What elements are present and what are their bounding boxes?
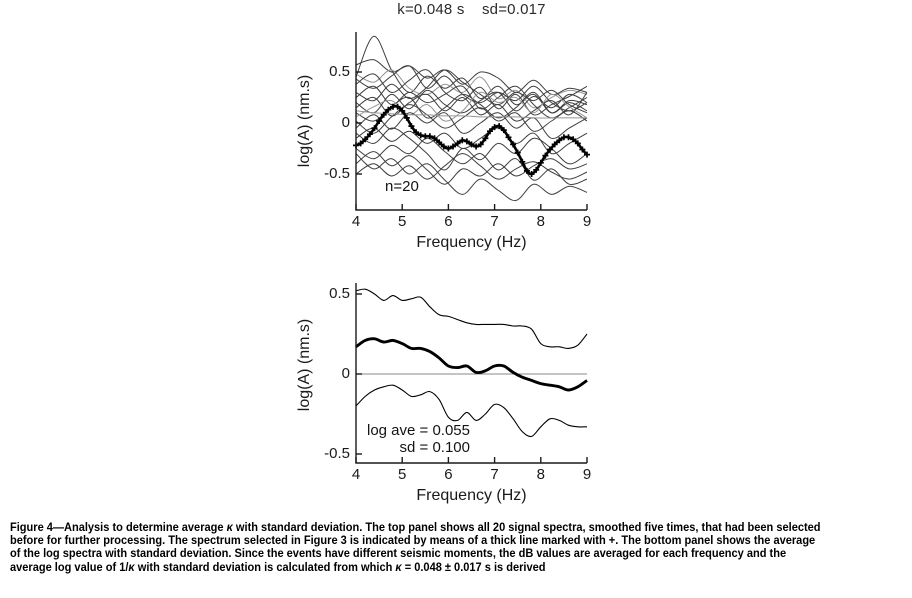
caption-line: of the log spectra with standard deviati… [10,546,787,561]
x-tick-label: 7 [490,213,499,230]
bottom-panel: log(A) (nm.s) log ave = 0.055 sd = 0.100… [290,268,622,518]
x-tick-label: 8 [536,213,545,230]
sd-line [355,384,588,438]
bottom-x-axis-label: Frequency (Hz) [416,487,527,504]
x-tick-label: 9 [582,466,592,483]
x-tick-label: 8 [536,466,545,483]
caption-line: before for further processing. The spect… [10,533,816,548]
x-tick-label: 9 [582,213,592,230]
y-tick-label: 0.5 [329,285,350,302]
annotation-n: n=20 [385,178,419,195]
y-tick-label: -0.5 [324,165,350,182]
x-tick-label: 4 [351,213,361,230]
y-tick-label: 0.5 [329,63,350,80]
mean-line [355,337,588,392]
top-panel: k=0.048 s sd=0.017 log(A) (nm.s) n=20 Fr… [290,0,622,266]
figure-caption: Figure 4—Analysis to determine average κ… [10,520,908,574]
x-tick-label: 5 [398,213,407,230]
top-panel-title: k=0.048 s sd=0.017 [397,1,546,18]
y-tick-label: 0 [341,114,350,131]
top-plot-svg [353,32,590,211]
annotation-sd: sd = 0.100 [399,439,470,456]
x-tick-label: 6 [444,466,453,483]
x-tick-label: 4 [351,466,361,483]
x-tick-label: 7 [490,466,499,483]
caption-line: average log value of 1/κ with standard d… [10,559,546,574]
y-tick-label: 0 [341,365,350,382]
sd-line [355,288,588,349]
x-tick-label: 5 [398,466,407,483]
y-tick-label: -0.5 [324,445,350,462]
annotation-log-ave: log ave = 0.055 [366,422,470,439]
bottom-plot-svg [355,283,588,464]
caption-line: Figure 4—Analysis to determine average κ… [10,520,821,534]
top-x-axis-label: Frequency (Hz) [416,234,527,251]
x-tick-label: 6 [444,213,453,230]
